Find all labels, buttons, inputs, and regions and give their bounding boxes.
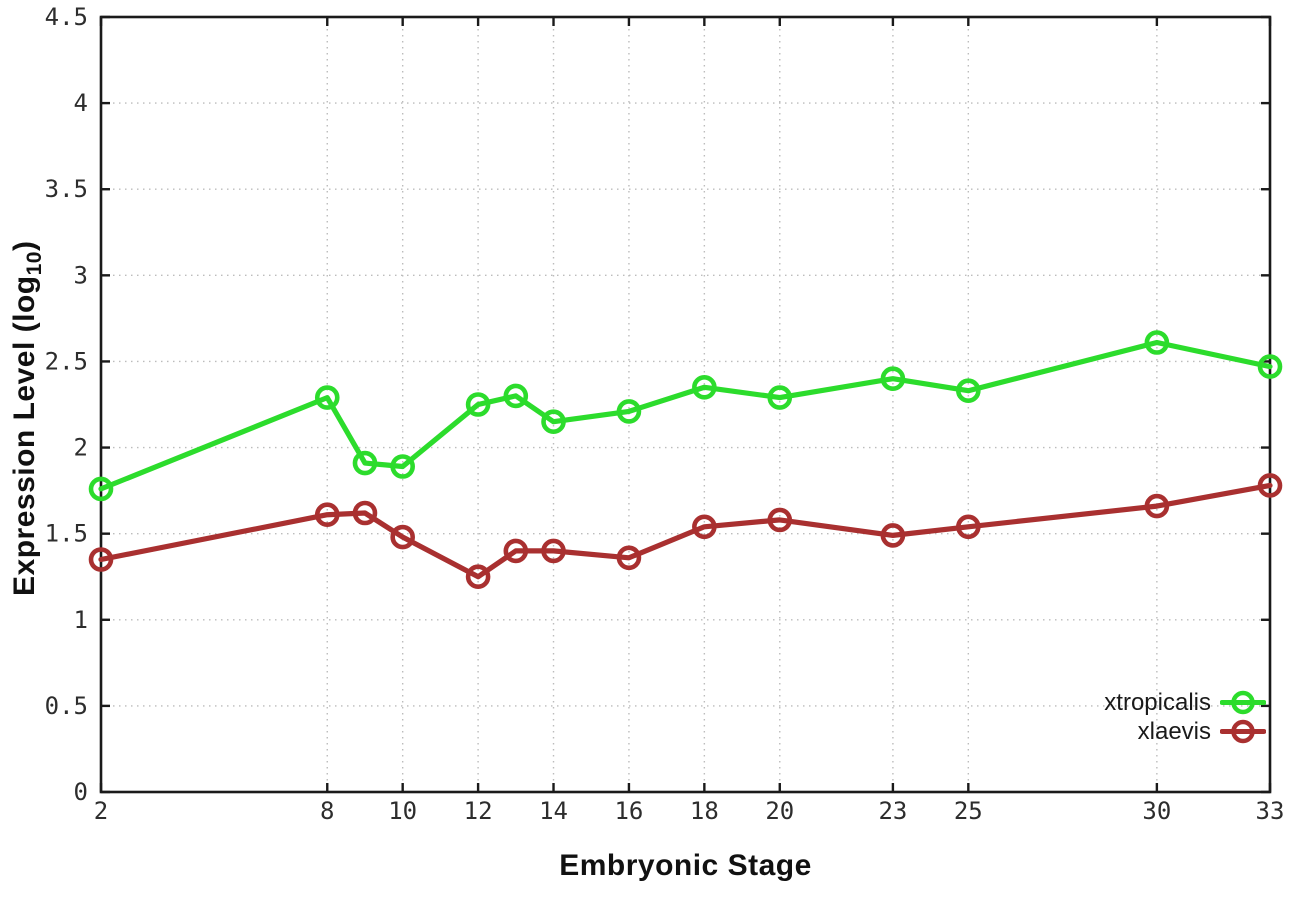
x-tick-label: 14 xyxy=(539,797,568,825)
series-line-xlaevis xyxy=(98,482,1273,580)
y-tick-label: 2.5 xyxy=(45,347,88,375)
data-point-xlaevis xyxy=(352,500,378,526)
y-axis-title: Expression Level (log10) xyxy=(8,241,47,596)
plot-border xyxy=(99,15,1272,794)
legend-sample-marker-icon xyxy=(1220,719,1266,744)
data-point-xlaevis xyxy=(880,523,906,548)
y-tick-label: 1 xyxy=(74,606,88,634)
data-point-xlaevis xyxy=(956,514,981,540)
data-point-xtropicalis xyxy=(88,476,114,502)
data-point-xlaevis xyxy=(503,538,529,564)
x-axis-title: Embryonic Stage xyxy=(559,849,812,882)
data-point-xtropicalis xyxy=(692,374,717,400)
data-point-xlaevis xyxy=(692,514,717,540)
data-point-xlaevis xyxy=(88,547,114,572)
series-line-xtropicalis xyxy=(98,339,1273,492)
x-tick-label: 2 xyxy=(94,797,108,825)
x-tick-label: 16 xyxy=(614,797,643,825)
data-point-xtropicalis xyxy=(767,385,793,410)
legend-entry-xtropicalis: xtropicalis xyxy=(1104,688,1266,717)
legend-sample-marker-icon xyxy=(1220,690,1266,715)
legend-label: xtropicalis xyxy=(1104,688,1211,716)
data-point-xlaevis xyxy=(767,507,793,533)
y-axis-title-subscript: 10 xyxy=(23,251,46,276)
y-tick-label: 3 xyxy=(74,261,88,289)
x-tick-label: 18 xyxy=(690,797,719,825)
data-point-xtropicalis xyxy=(465,392,491,417)
data-point-xtropicalis xyxy=(1257,354,1283,379)
data-point-xtropicalis xyxy=(880,366,906,391)
y-tick-label: 4.5 xyxy=(45,3,88,31)
y-tick-label: 4 xyxy=(74,89,88,117)
data-point-xtropicalis xyxy=(1144,330,1170,355)
data-point-xtropicalis xyxy=(541,409,566,435)
x-tick-label: 33 xyxy=(1256,797,1285,825)
x-tick-label: 23 xyxy=(878,797,907,825)
y-tick-label: 3.5 xyxy=(45,175,88,203)
y-axis-title-text: Expression Level (log xyxy=(8,275,41,596)
x-tick-label: 20 xyxy=(765,797,794,825)
legend-entry-xlaevis: xlaevis xyxy=(1104,717,1266,746)
legend-ring xyxy=(1231,690,1255,715)
data-point-xlaevis xyxy=(390,524,415,550)
data-point-xlaevis xyxy=(465,564,491,590)
data-point-xlaevis xyxy=(541,538,566,564)
data-point-xtropicalis xyxy=(503,383,529,409)
y-tick-label: 2 xyxy=(74,434,88,462)
data-point-xtropicalis xyxy=(352,450,378,476)
legend-ring xyxy=(1231,719,1255,744)
y-tick-label: 0 xyxy=(74,778,88,806)
data-point-xlaevis xyxy=(314,502,340,528)
legend: xtropicalis xlaevis xyxy=(1104,688,1266,746)
x-tick-label: 10 xyxy=(388,797,417,825)
data-point-xlaevis xyxy=(616,545,642,571)
y-axis-title-suffix: ) xyxy=(8,240,41,252)
data-point-xtropicalis xyxy=(390,454,415,479)
legend-label: xlaevis xyxy=(1137,717,1211,745)
x-tick-label: 30 xyxy=(1142,797,1171,825)
y-tick-label: 1.5 xyxy=(45,520,88,548)
x-tick-label: 25 xyxy=(954,797,983,825)
data-point-xlaevis xyxy=(1257,473,1283,498)
x-tick-label: 12 xyxy=(464,797,493,825)
data-point-xtropicalis xyxy=(314,385,340,410)
x-tick-label: 8 xyxy=(320,797,334,825)
data-point-xtropicalis xyxy=(956,378,981,404)
data-point-xlaevis xyxy=(1144,493,1170,519)
y-tick-label: 0.5 xyxy=(45,692,88,720)
data-point-xtropicalis xyxy=(616,399,642,424)
